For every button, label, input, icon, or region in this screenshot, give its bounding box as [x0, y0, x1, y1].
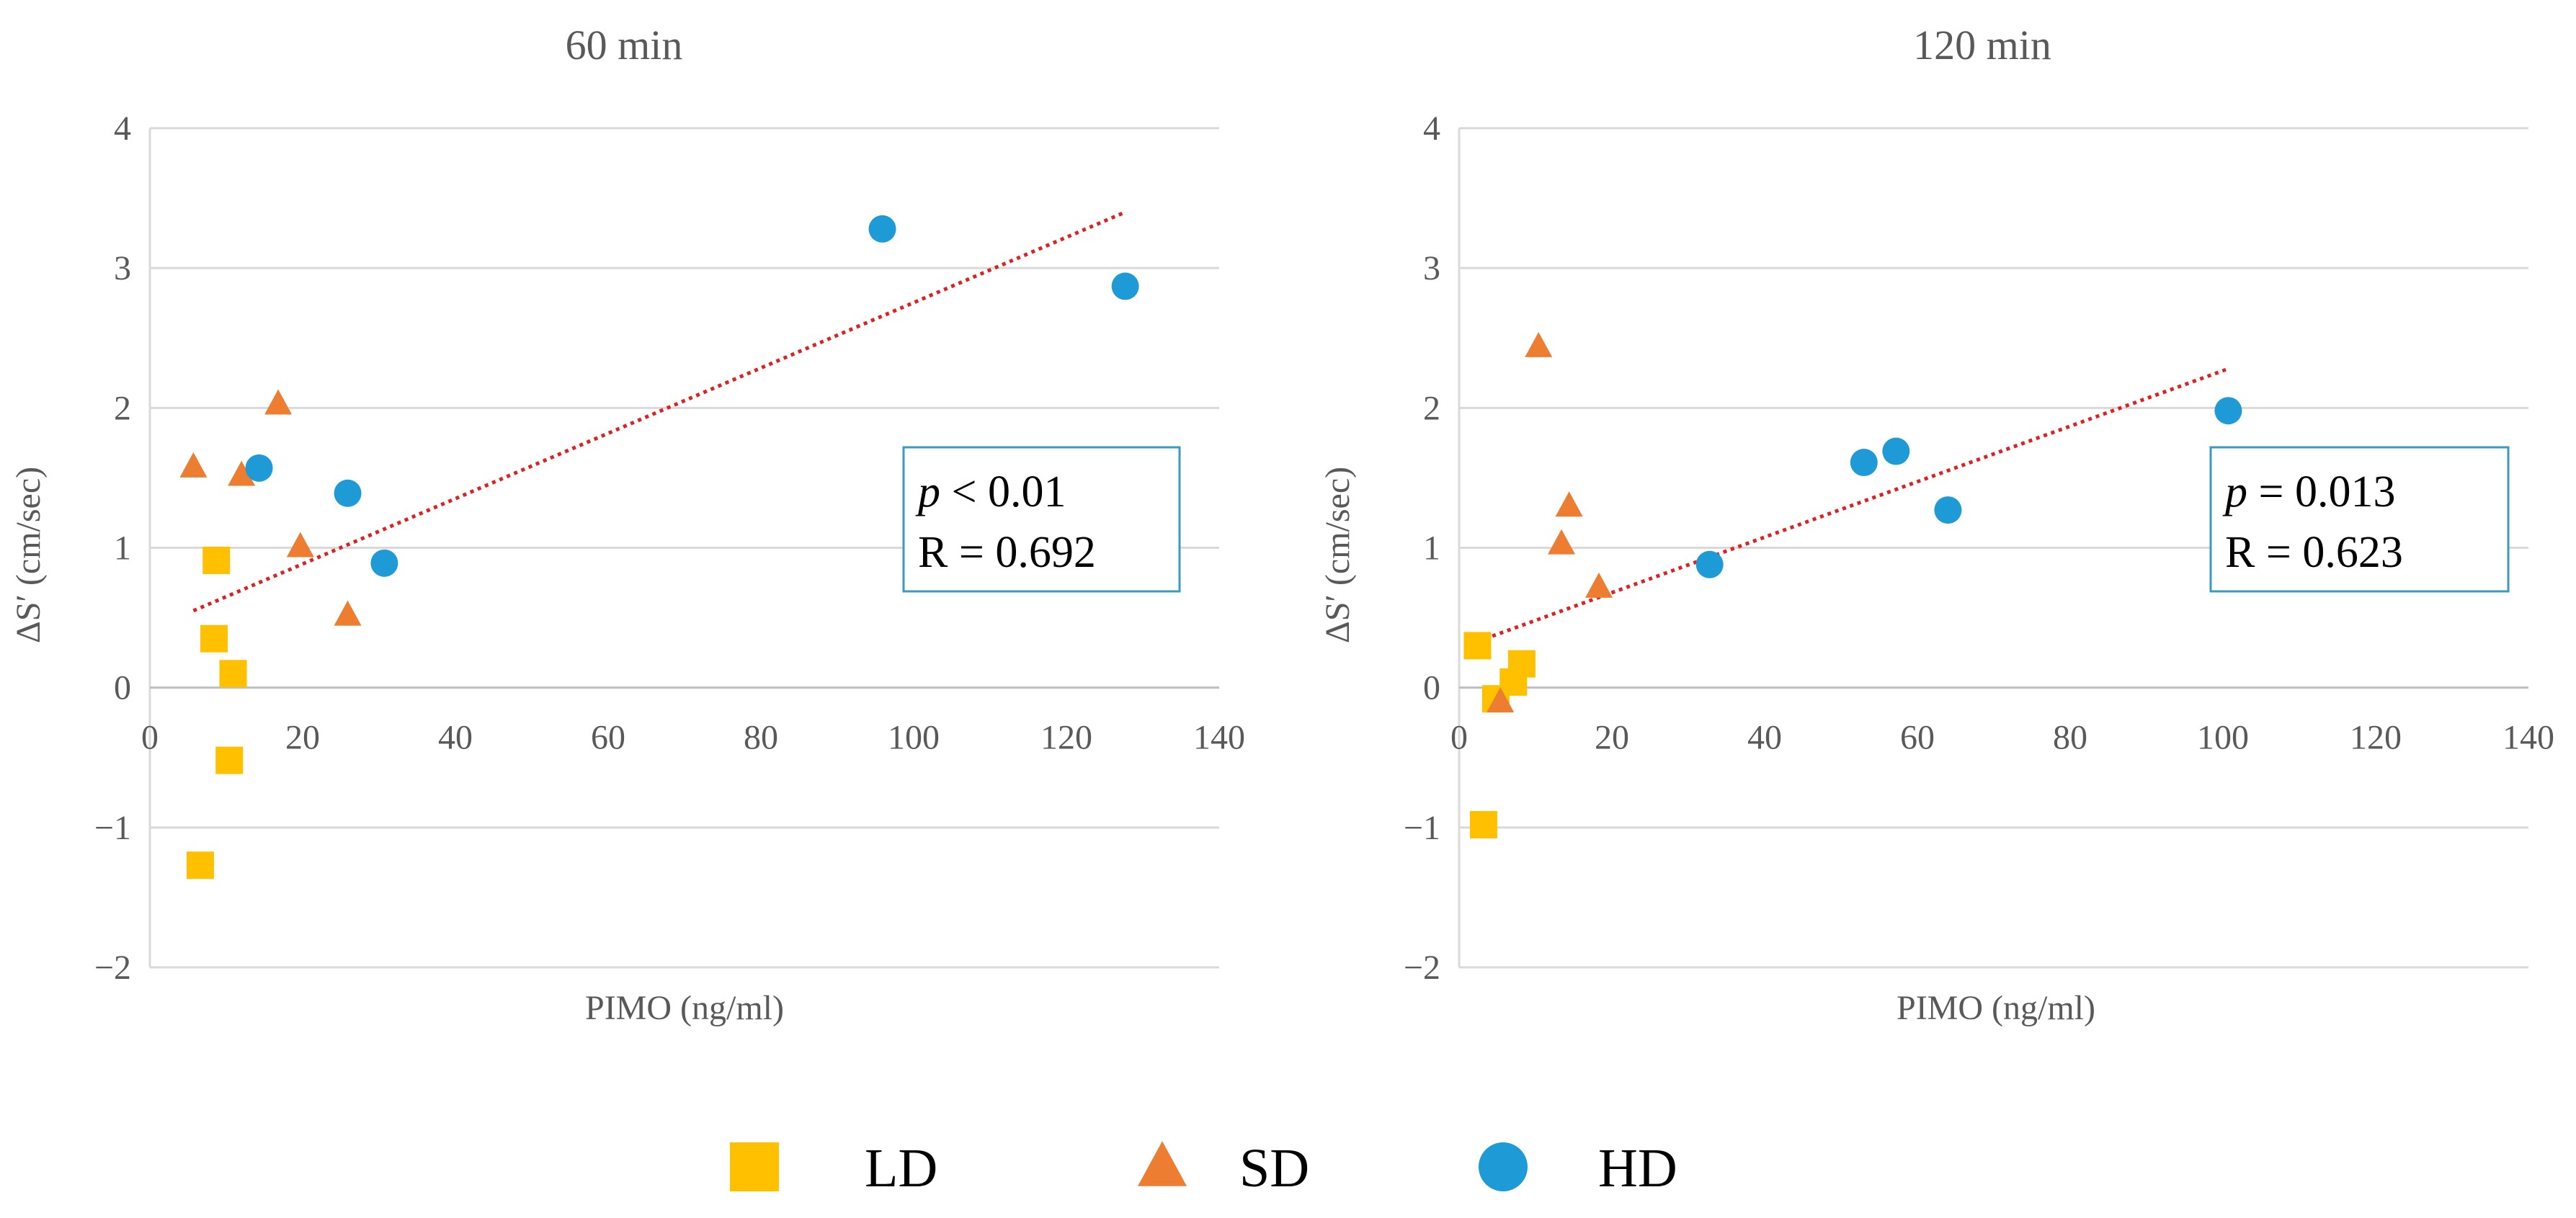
hd-data-point [1695, 550, 1724, 578]
y-tick-label: 3 [114, 249, 131, 287]
chart-title: 60 min [566, 22, 683, 68]
sd-data-point [1555, 491, 1583, 517]
x-tick-label: 120 [2350, 719, 2402, 757]
triangle-icon [1138, 1141, 1187, 1186]
stats-box [2209, 446, 2510, 593]
p-symbol: p [2222, 467, 2247, 516]
x-tick-label: 80 [744, 719, 778, 757]
x-tick-label: 60 [591, 719, 625, 757]
x-tick-label: 100 [888, 719, 940, 757]
trendline [1476, 367, 2229, 643]
y-tick-label: −2 [1404, 949, 1440, 987]
ld-data-point [202, 546, 231, 574]
sd-data-point [228, 460, 256, 486]
y-tick-label: 4 [1423, 109, 1440, 148]
sd-data-point [1525, 331, 1553, 357]
y-tick-label: 2 [1423, 389, 1440, 427]
x-tick-label: 80 [2053, 719, 2087, 757]
sd-data-point [1585, 572, 1613, 598]
y-tick-label: 4 [114, 109, 131, 148]
hd-data-point [334, 479, 362, 507]
p-value: < 0.01 [940, 467, 1066, 516]
sd-data-point [1487, 687, 1515, 713]
legend-label: LD [865, 1138, 937, 1199]
square-icon [730, 1142, 779, 1191]
x-tick-label: 140 [1193, 719, 1245, 757]
legend-label: SD [1239, 1138, 1309, 1199]
p-value: = 0.013 [2247, 467, 2395, 516]
trendline [192, 210, 1126, 613]
legend-item-hd: HD [1479, 1138, 1677, 1199]
y-tick-label: 3 [1423, 249, 1440, 287]
stats-annotation: p < 0.01 R = 0.692 [902, 446, 1181, 593]
ld-data-point [1507, 650, 1536, 678]
sd-data-point [264, 389, 293, 415]
y-tick-label: 1 [1423, 529, 1440, 568]
y-axis-label: ΔS′ (cm/sec) [1319, 467, 1357, 643]
r-value-text: R = 0.623 [2225, 528, 2403, 577]
y-tick-label: −2 [94, 949, 131, 987]
legend: LD SD HD [730, 1138, 1677, 1199]
hd-data-point [1934, 496, 1962, 524]
x-tick-label: 0 [141, 719, 159, 757]
x-tick-label: 20 [285, 719, 320, 757]
hd-data-point [1882, 437, 1910, 465]
r-value-text: R = 0.692 [918, 528, 1096, 577]
x-tick-label: 40 [1747, 719, 1782, 757]
sd-data-point [286, 532, 314, 557]
legend-item-ld: LD [730, 1138, 937, 1199]
stats-annotation: p = 0.013 R = 0.623 [2209, 446, 2510, 593]
stats-box [902, 446, 1181, 593]
x-tick-label: 40 [438, 719, 473, 757]
ld-data-point [219, 660, 247, 688]
p-value-text: p = 0.013 [2222, 467, 2395, 516]
x-tick-label: 60 [1900, 719, 1935, 757]
x-axis-label: PIMO (ng/ml) [1897, 989, 2095, 1027]
sd-data-point [1548, 529, 1576, 555]
circle-icon [1479, 1142, 1528, 1191]
legend-item-sd: SD [1138, 1138, 1309, 1199]
ld-data-point [1469, 810, 1497, 838]
hd-data-point [245, 454, 273, 482]
x-tick-label: 100 [2197, 719, 2249, 757]
p-symbol: p [915, 467, 940, 516]
legend-label: HD [1598, 1138, 1677, 1199]
y-tick-label: −1 [94, 809, 131, 847]
chart-title: 120 min [1913, 22, 2051, 68]
ld-data-point [200, 624, 228, 653]
x-axis-label: PIMO (ng/ml) [585, 989, 784, 1027]
ld-data-point [186, 851, 214, 879]
sd-data-point [334, 600, 362, 626]
sd-data-point [179, 452, 208, 478]
hd-data-point [2214, 397, 2242, 425]
ld-data-point [1463, 632, 1492, 660]
hd-data-point [370, 549, 398, 577]
hd-data-point [1850, 449, 1878, 477]
ld-data-point [215, 746, 244, 774]
y-axis-label: ΔS′ (cm/sec) [9, 467, 48, 643]
x-tick-label: 120 [1040, 719, 1092, 757]
x-tick-label: 0 [1450, 719, 1468, 757]
x-tick-label: 140 [2503, 719, 2554, 757]
y-tick-label: −1 [1404, 809, 1440, 847]
hd-data-point [868, 215, 896, 243]
y-tick-label: 1 [114, 529, 131, 568]
y-tick-label: 2 [114, 389, 131, 427]
y-tick-label: 0 [1423, 669, 1440, 707]
y-tick-label: 0 [114, 669, 131, 707]
p-value-text: p < 0.01 [915, 467, 1066, 516]
x-tick-label: 20 [1595, 719, 1629, 757]
hd-data-point [1111, 272, 1139, 300]
